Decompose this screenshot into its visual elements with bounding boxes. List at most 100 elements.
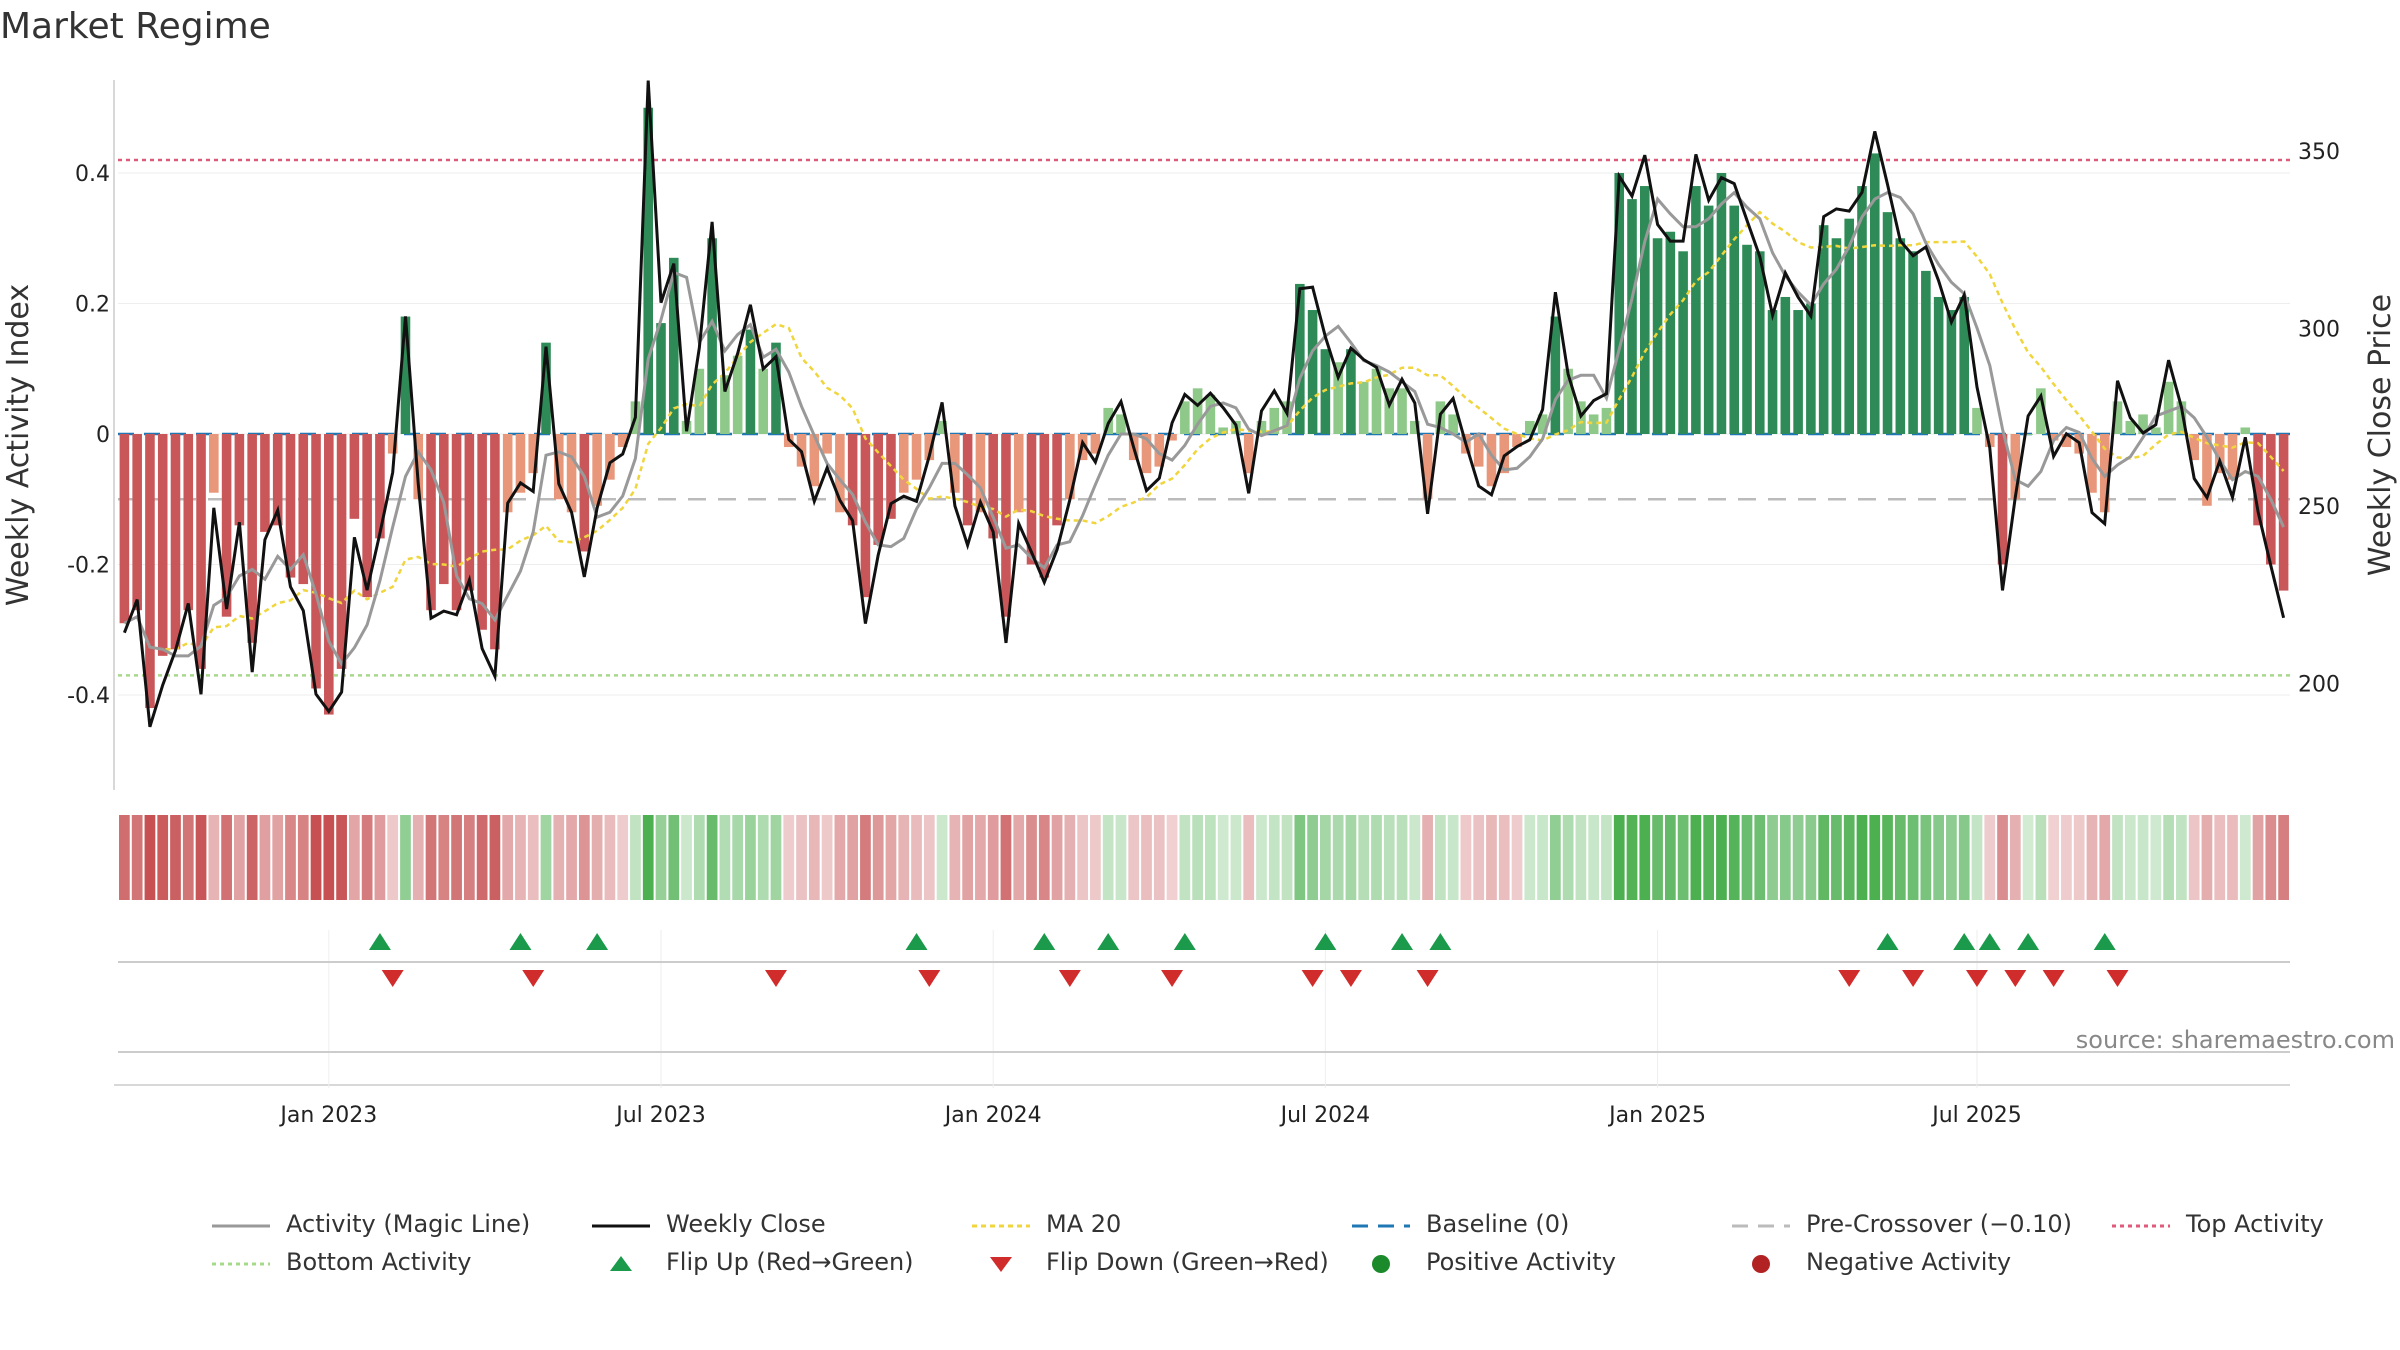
activity-bar: [668, 257, 679, 434]
regime-strip-cell: [1256, 815, 1267, 900]
y-tick-label-left: 0: [96, 423, 110, 448]
regime-strip-cell: [170, 815, 181, 900]
activity-bar: [1537, 414, 1548, 434]
regime-strip-cell: [515, 815, 526, 900]
activity-bar: [1908, 251, 1918, 434]
regime-strip-cell: [1396, 815, 1408, 900]
legend-swatch-flipup: [590, 1252, 652, 1272]
regime-strip-cell: [2099, 815, 2111, 900]
regime-strip: [119, 815, 2289, 900]
flip-up-marker: [2093, 933, 2116, 950]
regime-strip-cell: [1498, 815, 1510, 900]
regime-strip-cell: [1562, 815, 1574, 900]
activity-bar: [720, 375, 730, 434]
x-tick-label: Jan 2025: [1607, 1103, 1706, 1128]
activity-bar: [1384, 388, 1395, 434]
regime-strip-cell: [1690, 815, 1702, 900]
activity-bar: [375, 434, 385, 539]
activity-bar: [1678, 251, 1688, 434]
activity-bar: [2240, 427, 2251, 434]
legend-swatch-flipdown: [970, 1252, 1032, 1272]
regime-strip-cell: [1383, 815, 1395, 900]
regime-strip-cell: [1613, 815, 1625, 900]
regime-strip-cell: [1575, 815, 1587, 900]
activity-bar: [732, 355, 743, 434]
activity-bar: [656, 323, 666, 434]
regime-strip-cell: [2163, 815, 2174, 900]
y-tick-label-right: 350: [2298, 140, 2340, 165]
activity-bar: [157, 434, 168, 656]
regime-strip-cell: [221, 815, 232, 900]
regime-strip-cell: [2227, 815, 2238, 900]
regime-strip-cell: [745, 815, 756, 900]
activity-bar: [975, 434, 986, 513]
activity-bar: [1844, 218, 1855, 434]
activity-bar: [1141, 434, 1152, 474]
regime-strip-cell: [527, 815, 539, 900]
regime-strip-cell: [438, 815, 450, 900]
flip-up-marker: [509, 933, 532, 950]
regime-strip-cell: [208, 815, 220, 900]
activity-bar: [1895, 238, 1906, 434]
activity-bar: [1767, 310, 1778, 434]
activity-bar: [605, 434, 615, 480]
legend-label: Pre-Crossover (−0.10): [1806, 1210, 2073, 1238]
activity-bar: [1039, 434, 1050, 578]
regime-strip-cell: [1243, 815, 1255, 900]
activity-bar: [1333, 362, 1343, 434]
activity-bar: [822, 434, 832, 454]
activity-bar: [911, 434, 922, 480]
legend-swatch-bottom: [210, 1252, 272, 1272]
activity-bar: [1972, 407, 1982, 434]
legend: Activity (Magic Line) Weekly Close MA 20 Ba…: [210, 1210, 2390, 1300]
flip-markers: [118, 930, 2290, 1088]
regime-strip-cell: [1549, 815, 1561, 900]
activity-bar: [1499, 434, 1510, 474]
y-tick-label-right: 300: [2298, 318, 2340, 343]
activity-bar: [1090, 434, 1101, 454]
activity-bar: [1614, 173, 1625, 434]
activity-bar: [1243, 434, 1254, 474]
activity-bar: [541, 342, 551, 434]
activity-bar: [745, 329, 756, 434]
regime-strip-cell: [2265, 815, 2277, 900]
regime-strip-cell: [451, 815, 462, 900]
activity-bar: [1818, 225, 1829, 434]
legend-label: Bottom Activity: [286, 1248, 472, 1276]
flip-up-marker: [1097, 933, 1120, 950]
regime-strip-cell: [412, 815, 424, 900]
activity-bar: [1627, 199, 1637, 434]
flip-down-marker: [1416, 970, 1439, 987]
regime-strip-cell: [732, 815, 744, 900]
activity-bar: [1869, 153, 1880, 435]
activity-bar: [592, 434, 602, 506]
regime-strip-cell: [1447, 815, 1459, 900]
activity-bar: [1857, 186, 1867, 434]
regime-strip-cell: [1754, 815, 1766, 900]
flip-down-marker: [1339, 970, 1362, 987]
regime-strip-cell: [1294, 815, 1306, 900]
activity-bar: [937, 420, 947, 434]
regime-strip-cell: [1831, 815, 1842, 900]
activity-bar: [451, 434, 462, 611]
activity-bar: [1742, 244, 1752, 434]
regime-strip-cell: [847, 815, 859, 900]
regime-strip-cell: [489, 815, 501, 900]
magic-line: [123, 190, 2285, 667]
activity-bar: [2048, 434, 2059, 441]
legend-label: Negative Activity: [1806, 1248, 2012, 1276]
activity-bar: [2023, 434, 2033, 435]
activity-bar: [2138, 414, 2148, 434]
legend-item-pre: Pre-Crossover (−0.10): [1730, 1210, 2072, 1238]
regime-strip-cell: [1268, 815, 1280, 900]
legend-label: Flip Down (Green→Red): [1046, 1248, 1329, 1276]
flip-up-marker: [1978, 933, 2001, 950]
regime-strip-cell: [1856, 815, 1868, 900]
activity-bar: [1410, 420, 1420, 434]
activity-bar: [247, 434, 257, 643]
x-tick-label: Jan 2023: [278, 1103, 377, 1128]
regime-strip-cell: [1907, 815, 1919, 900]
regime-strip-cell: [1741, 815, 1753, 900]
activity-bar: [873, 434, 883, 545]
regime-strip-cell: [2022, 815, 2034, 900]
